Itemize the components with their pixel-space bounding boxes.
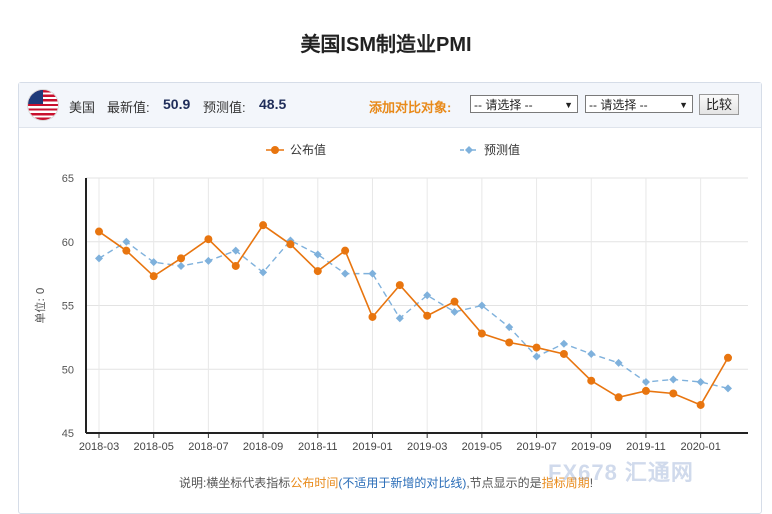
footnote-highlight-period: 指标周期	[541, 476, 590, 490]
actual-point	[204, 235, 213, 244]
forecast-label: 预测值:	[203, 100, 246, 115]
chevron-down-icon: ▼	[564, 100, 573, 110]
forecast-point	[559, 339, 568, 348]
y-tick-label: 50	[62, 364, 74, 376]
footnote-middle: ,节点显示的是	[466, 476, 542, 490]
forecast-point	[368, 269, 377, 278]
actual-point	[450, 297, 459, 306]
forecast-point	[231, 246, 240, 255]
compare-select-2[interactable]: -- 请选择 -- ▼	[585, 95, 693, 113]
forecast-point	[149, 258, 158, 267]
forecast-point	[122, 237, 131, 246]
series-line-0	[98, 224, 729, 406]
x-tick-label: 2019-01	[352, 441, 392, 453]
pmi-line-chart: 45 50 55 60 65 2018-03 2018-05 2018-07 2018-09 20…	[33, 142, 748, 453]
forecast-point	[614, 358, 623, 367]
x-tick-label: 2019-05	[462, 441, 502, 453]
actual-point	[587, 376, 596, 385]
compare-button[interactable]: 比较	[699, 94, 739, 115]
actual-point	[177, 254, 186, 263]
x-tick-label: 2019-11	[626, 441, 666, 453]
y-tick-label: 45	[62, 428, 74, 440]
actual-point	[532, 343, 541, 352]
forecast-point	[423, 291, 432, 300]
forecast-point	[477, 301, 486, 310]
x-tick-label: 2018-07	[188, 441, 228, 453]
compare-select-1[interactable]: -- 请选择 -- ▼	[470, 95, 578, 113]
forecast-value: 48.5	[259, 96, 287, 112]
toolbar: 美国 最新值: 50.9 预测值: 48.5 添加对比对象: -- 请选择 --…	[19, 83, 761, 128]
forecast-point	[313, 250, 322, 259]
forecast-point	[259, 268, 268, 277]
legend-label: 预测值	[484, 142, 520, 157]
footnote-suffix: !	[589, 476, 594, 490]
actual-point	[149, 272, 158, 281]
legend-marker	[465, 146, 473, 154]
forecast-point	[724, 384, 732, 393]
x-tick-label: 2019-09	[571, 441, 611, 453]
footnote: 说明:横坐标代表指标公布时间(不适用于新增的对比线),节点显示的是指标周期!	[0, 474, 772, 491]
actual-point	[614, 393, 623, 402]
actual-point	[341, 246, 350, 255]
y-tick-label: 55	[62, 301, 74, 313]
forecast-point	[177, 261, 186, 270]
us-flag-icon	[28, 90, 58, 120]
actual-point	[669, 389, 678, 398]
footnote-paren: (不适用于新增的对比线)	[338, 476, 467, 490]
actual-point	[724, 353, 732, 362]
y-tick-label: 65	[62, 173, 74, 185]
y-tick-label: 60	[62, 237, 74, 249]
forecast-point	[204, 256, 213, 265]
forecast-point	[696, 378, 705, 386]
legend-marker	[271, 146, 279, 154]
x-tick-label: 2018-03	[79, 441, 119, 453]
actual-point	[313, 267, 322, 276]
actual-point	[423, 311, 432, 320]
forecast-point	[532, 352, 541, 361]
series-line-1	[98, 239, 729, 390]
actual-point	[477, 329, 486, 338]
legend-label: 公布值	[290, 142, 326, 157]
watermark-logo: FX678 汇通网	[548, 460, 694, 485]
select-1-value: -- 请选择 --	[474, 98, 533, 112]
compare-label: 添加对比对象:	[369, 100, 452, 115]
forecast-point	[587, 349, 596, 358]
x-tick-label: 2018-05	[134, 441, 174, 453]
forecast-point	[95, 254, 103, 263]
chevron-down-icon: ▼	[679, 100, 688, 110]
x-tick-label: 2019-07	[516, 441, 556, 453]
forecast-point	[395, 314, 404, 323]
footnote-highlight-time: 公布时间	[290, 476, 339, 490]
forecast-point	[505, 323, 514, 332]
x-tick-label: 2018-11	[298, 441, 338, 453]
country-name: 美国	[69, 100, 96, 115]
forecast-point	[450, 307, 459, 316]
actual-point	[286, 240, 295, 249]
actual-point	[368, 312, 377, 321]
latest-label: 最新值:	[107, 100, 150, 115]
actual-point	[231, 261, 240, 270]
forecast-point	[341, 269, 350, 278]
forecast-point	[669, 375, 678, 384]
actual-point	[505, 338, 514, 347]
actual-point	[641, 386, 650, 395]
page-title: 美国ISM制造业PMI	[300, 34, 472, 56]
actual-point	[696, 400, 705, 409]
chart-panel: 美国 最新值: 50.9 预测值: 48.5 添加对比对象: -- 请选择 --…	[18, 82, 762, 514]
y-axis-title: 单位: 0	[33, 287, 47, 323]
actual-point	[259, 221, 268, 230]
footnote-prefix: 说明:横坐标代表指标	[178, 476, 291, 490]
actual-point	[122, 246, 131, 255]
select-2-value: -- 请选择 --	[589, 98, 648, 112]
forecast-point	[641, 378, 650, 386]
x-tick-label: 2018-09	[243, 441, 283, 453]
actual-point	[395, 281, 404, 290]
actual-point	[559, 349, 568, 358]
x-tick-label: 2020-01	[680, 441, 720, 453]
latest-value: 50.9	[163, 96, 191, 112]
x-tick-label: 2019-03	[407, 441, 447, 453]
actual-point	[95, 227, 103, 236]
